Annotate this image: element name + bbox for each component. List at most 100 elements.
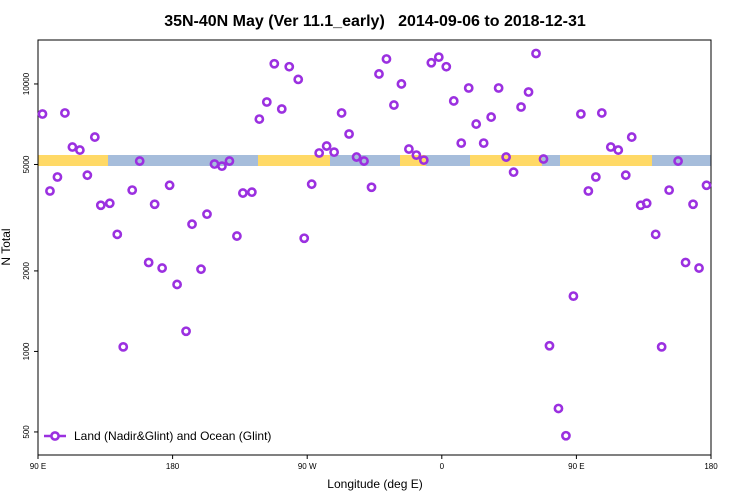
y-axis-label: N Total: [0, 228, 13, 265]
x-tick-label: 90 E: [568, 462, 584, 471]
data-point: [143, 257, 154, 268]
data-point: [314, 148, 325, 158]
data-point: [45, 186, 55, 196]
data-point: [411, 150, 422, 161]
data-point: [605, 142, 616, 152]
data-point: [321, 141, 332, 151]
land-band: [38, 155, 108, 166]
data-point: [701, 180, 712, 191]
data-point: [583, 186, 594, 196]
data-point: [359, 156, 369, 166]
data-point: [626, 132, 637, 142]
data-point: [568, 291, 579, 302]
data-point: [187, 219, 197, 230]
data-point: [217, 161, 227, 172]
y-tick-label: 5000: [22, 155, 31, 173]
data-point: [374, 69, 384, 79]
data-point: [172, 279, 182, 290]
data-point: [426, 57, 437, 68]
data-point: [596, 108, 607, 118]
data-point: [478, 138, 489, 149]
x-tick-label: 90 W: [298, 462, 317, 471]
data-point: [37, 109, 48, 119]
data-point: [149, 199, 160, 210]
data-point: [664, 185, 675, 196]
data-point: [164, 180, 175, 191]
data-point: [306, 179, 317, 190]
data-point: [538, 154, 549, 164]
data-point: [650, 229, 661, 240]
data-point: [433, 52, 444, 63]
plot-frame: [37, 39, 712, 456]
x-tick-label: 180: [166, 462, 180, 471]
data-point: [112, 229, 123, 240]
data-point: [134, 156, 145, 166]
data-point: [284, 61, 295, 72]
data-point: [463, 83, 474, 93]
land-band: [400, 155, 426, 166]
data-point: [508, 167, 519, 178]
data-point: [82, 170, 93, 181]
data-point: [486, 112, 497, 122]
chart-title: 35N-40N May (Ver 11.1_early) 2014-09-06 …: [164, 13, 586, 30]
data-point: [523, 87, 534, 97]
legend-item: Land (Nadir&Glint) and Ocean (Glint): [44, 429, 271, 443]
data-point: [590, 172, 601, 182]
data-point: [224, 156, 235, 166]
x-tick-label: 180: [704, 462, 718, 471]
data-point: [60, 108, 70, 118]
data-point: [74, 145, 85, 155]
land-band: [560, 155, 652, 166]
data-point: [389, 100, 399, 110]
land-band: [258, 155, 330, 166]
data-point: [493, 83, 504, 93]
data-point: [52, 172, 63, 182]
x-tick-label: 90 E: [30, 462, 46, 471]
data-point: [89, 132, 100, 142]
x-tick-label: 0: [440, 462, 445, 471]
y-tick-label: 2000: [22, 261, 31, 279]
data-point: [118, 341, 129, 352]
data-point: [237, 188, 248, 198]
data-point: [471, 119, 482, 129]
data-point: [501, 152, 512, 162]
data-point: [196, 264, 206, 275]
data-point: [104, 198, 115, 209]
y-tick-label: 1000: [22, 342, 31, 360]
data-point: [641, 198, 652, 209]
data-point: [516, 102, 526, 112]
data-point: [293, 74, 304, 85]
data-point: [344, 129, 354, 139]
data-point: [441, 61, 452, 72]
data-point: [299, 233, 310, 244]
data-point: [95, 200, 106, 211]
data-point: [336, 108, 347, 118]
data-point: [254, 114, 265, 124]
data-point: [561, 430, 571, 441]
data-point: [396, 79, 407, 89]
data-point: [181, 326, 191, 337]
data-point: [694, 263, 704, 273]
data-point: [613, 145, 624, 155]
data-point: [456, 138, 467, 149]
y-tick-label: 500: [22, 425, 31, 439]
data-point: [553, 403, 564, 414]
data-point: [620, 170, 631, 181]
data-point: [673, 156, 683, 166]
data-point: [575, 109, 586, 119]
data-point: [157, 263, 168, 273]
data-point: [261, 97, 272, 107]
data-point: [232, 231, 242, 241]
data-point: [276, 104, 287, 114]
data-point: [246, 187, 257, 198]
data-point: [67, 142, 78, 152]
y-tick-label: 10000: [22, 72, 31, 95]
data-point: [448, 96, 459, 106]
data-point: [329, 147, 340, 158]
data-point: [351, 152, 362, 162]
legend-marker: [50, 431, 60, 441]
data-point: [680, 257, 691, 268]
data-point: [418, 155, 429, 166]
